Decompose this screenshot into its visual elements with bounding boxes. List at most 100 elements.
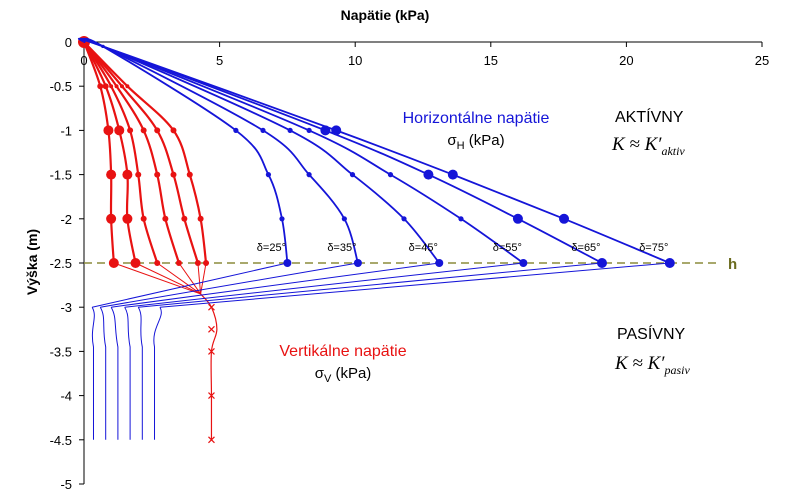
delta-label: δ=25° [257,242,286,254]
horizontal-point [512,213,523,224]
y-tick-label: -1 [60,123,72,138]
active-formula: K ≈ K′aktiv [611,134,685,158]
h-label: h [728,256,737,273]
horizontal-series-tail [159,262,670,308]
horizontal-lower-line [91,306,95,440]
vertical-series-tail [135,262,201,295]
vertical-point [154,171,161,178]
horizontal-series-tail [92,262,288,308]
horizontal-series-tail [100,262,358,308]
vertical-point [106,169,117,180]
horizontal-point [279,216,285,222]
vertical-point [103,125,114,136]
vertical-point [162,215,169,222]
vertical-point [122,169,133,180]
y-tick-label: -5 [60,477,72,492]
y-tick-label: -4 [60,389,72,404]
vertical-point [186,171,193,178]
vertical-point [125,84,130,89]
vertical-point [170,127,177,134]
vertical-lower-cross [208,303,215,311]
vertical-series-tail [178,262,202,295]
vertical-series-tail [200,262,207,295]
vertical-point [119,84,124,89]
horizontal-lower-line [99,306,107,440]
vertical-stress-series-group [78,36,218,444]
horizontal-point [265,172,272,178]
vertical-point [114,84,119,89]
delta-label: δ=55° [493,242,522,254]
horizontal-point [260,127,266,133]
horizontal-series-line [78,37,603,264]
horizontal-point [306,127,312,133]
y-tick-label: 0 [65,35,72,50]
vertical-point [175,260,182,266]
vertical-point [203,260,210,266]
vertical-series-tail [197,262,202,294]
y-tick-label: -2.5 [50,256,72,271]
vertical-point [194,260,201,266]
vertical-series-line [83,41,159,264]
delta-label: δ=65° [571,242,600,254]
vertical-lower-line [200,293,218,440]
vertical-point [108,258,119,268]
x-tick-label: 25 [755,53,769,68]
vertical-point [102,83,109,90]
x-tick-label: 0 [80,53,87,68]
y-tick-label: -4.5 [50,433,72,448]
vertical-series-line [83,41,180,264]
vertical-point [106,213,117,224]
x-tick-label: 5 [216,53,223,68]
chart-title: Napätie (kPa) [341,7,430,23]
vertical-point [154,127,161,134]
passive-formula: K ≈ K′pasiv [614,353,690,377]
horizontal-point [287,127,293,133]
y-tick-label: -3.5 [50,344,72,359]
vertical-unit: σV (kPa) [315,365,372,385]
vertical-point [130,258,141,268]
horizontal-point [447,169,458,180]
x-tick-label: 10 [348,53,362,68]
vertical-lower-cross [208,325,215,333]
horizontal-point [233,127,239,133]
y-axis-label: Výška (m) [24,229,40,295]
vertical-point [140,127,147,134]
horizontal-series-tail [111,262,440,308]
vertical-lower-cross [208,392,215,400]
vertical-point [135,171,142,178]
horizontal-point [423,169,434,180]
horizontal-point [458,216,464,222]
vertical-point [109,84,114,89]
vertical-point [114,125,125,136]
y-tick-label: -3 [60,300,72,315]
delta-label: δ=75° [639,242,668,254]
axes-group: 0 5 10 15 20 25 0 -0.5 -1 -1.5 -2 -2.5 -3 -3.5 -4 -4.5 -… [50,35,770,492]
horizontal-point [401,216,407,222]
horizontal-unit: σH (kPa) [447,132,504,152]
vertical-point [140,215,147,222]
horizontal-point [306,172,312,178]
vertical-point [181,215,188,222]
x-tick-label: 15 [484,53,498,68]
vertical-series-tail [113,262,201,295]
vertical-point [154,260,161,266]
y-tick-label: -0.5 [50,79,72,94]
active-label: AKTÍVNY [615,107,684,126]
delta-label: δ=45° [409,242,438,254]
horizontal-point [101,44,105,49]
horizontal-title: Horizontálne napätie [403,110,550,127]
horizontal-series-tail [138,262,603,308]
vertical-point [97,83,104,90]
y-tick-label: -2 [60,212,72,227]
horizontal-point [559,213,570,224]
passive-label: PASÍVNY [617,324,686,343]
vertical-lower-cross [208,347,215,355]
annotation-group: Horizontálne napätie σH (kPa) Vertikálne… [279,107,737,385]
horizontal-point [341,216,347,222]
vertical-point [170,171,177,178]
horizontal-lower-line [110,306,119,440]
y-tick-label: -1.5 [50,168,72,183]
vertical-series-tail [156,262,201,295]
vertical-title: Vertikálne napätie [279,343,406,360]
